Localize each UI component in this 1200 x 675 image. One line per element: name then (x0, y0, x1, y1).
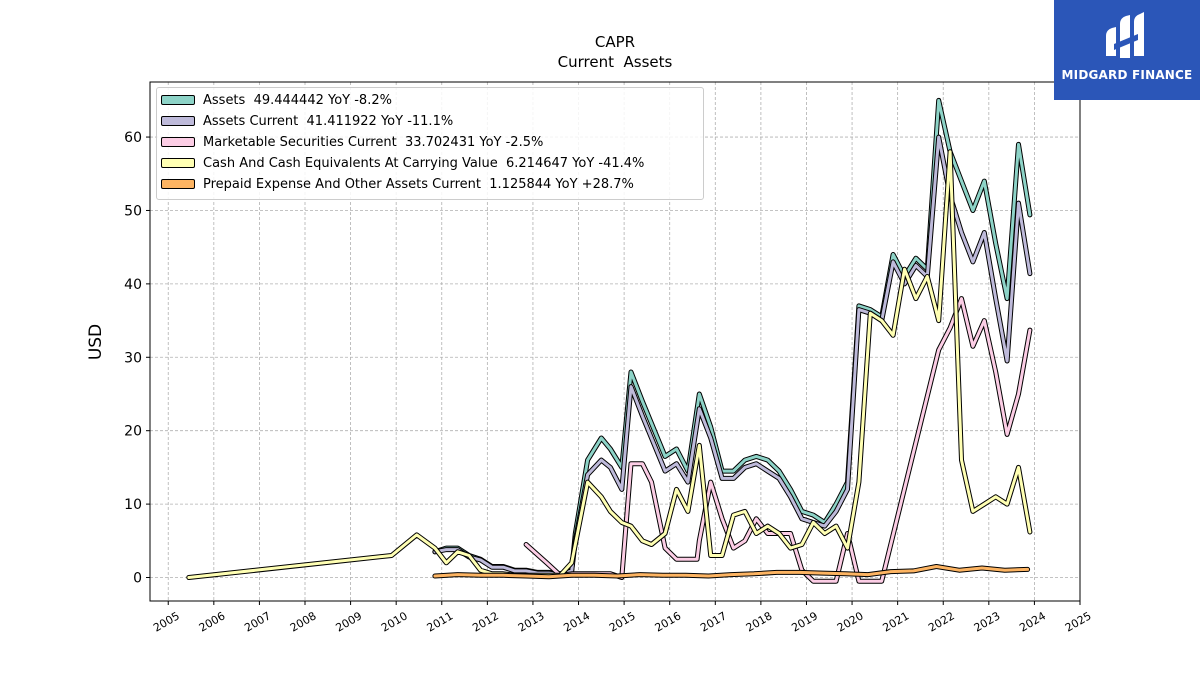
series-outline (432, 134, 1033, 578)
legend-item-prepaid: Prepaid Expense And Other Assets Current… (161, 175, 634, 193)
chart-legend: Assets 49.444442 YoY -8.2% Assets Curren… (156, 87, 704, 200)
x-tick-label: 2010 (379, 609, 410, 634)
x-tick-label: 2021 (881, 609, 912, 634)
chart-subtitle: Current Assets (558, 53, 673, 71)
legend-label: Assets Current 41.411922 YoY -11.1% (203, 113, 454, 129)
x-tick-label: 2011 (425, 609, 456, 634)
plot-frame (149, 81, 1081, 602)
legend-item-assets: Assets 49.444442 YoY -8.2% (161, 91, 392, 109)
x-tick-label: 2007 (242, 609, 273, 634)
y-tick-label: 60 (124, 130, 142, 146)
legend-swatch (161, 137, 195, 147)
x-tick-label: 2019 (789, 609, 820, 634)
x-tick-label: 2024 (1017, 609, 1048, 634)
x-tick-label: 2008 (288, 609, 319, 634)
y-tick-label: 50 (124, 203, 142, 219)
brand-name: MIDGARD FINANCE (1061, 68, 1193, 82)
legend-item-cash: Cash And Cash Equivalents At Carrying Va… (161, 154, 644, 172)
x-tick-label: 2013 (516, 609, 547, 634)
chart-title: CAPR (595, 33, 635, 51)
series-outline (186, 149, 1033, 580)
x-tick-label: 2025 (1063, 609, 1094, 634)
legend-item-assets-current: Assets Current 41.411922 YoY -11.1% (161, 112, 453, 130)
x-tick-label: 2023 (972, 609, 1003, 634)
y-tick-label: 10 (124, 497, 142, 513)
brand-logo: MIDGARD FINANCE (1054, 0, 1200, 100)
y-tick-label: 30 (124, 350, 142, 366)
legend-label: Prepaid Expense And Other Assets Current… (203, 176, 634, 192)
legend-label: Marketable Securities Current 33.702431 … (203, 134, 544, 150)
x-tick-label: 2006 (197, 609, 228, 634)
legend-label: Cash And Cash Equivalents At Carrying Va… (203, 155, 645, 171)
series-line-4 (432, 564, 1031, 580)
legend-swatch (161, 179, 195, 189)
x-tick-label: 2022 (926, 609, 957, 634)
x-tick-label: 2012 (470, 609, 501, 634)
x-tick-label: 2017 (698, 609, 729, 634)
series-stroke (433, 565, 1030, 579)
x-tick-label: 2018 (744, 609, 775, 634)
legend-label: Assets 49.444442 YoY -8.2% (203, 92, 392, 108)
y-tick-label: 20 (124, 424, 142, 440)
brand-logo-icon (1106, 12, 1144, 58)
legend-swatch (161, 158, 195, 168)
legend-item-marketable-securities: Marketable Securities Current 33.702431 … (161, 133, 543, 151)
y-tick-label: 40 (124, 277, 142, 293)
x-tick-label: 2020 (835, 609, 866, 634)
legend-swatch (161, 116, 195, 126)
x-tick-label: 2014 (561, 609, 592, 634)
y-tick-label: 0 (133, 571, 142, 587)
x-tick-label: 2005 (151, 609, 182, 634)
x-tick-label: 2016 (653, 609, 684, 634)
series-stroke (433, 135, 1032, 577)
legend-swatch (161, 95, 195, 105)
x-tick-label: 2015 (607, 609, 638, 634)
series-lines (186, 97, 1033, 584)
series-line-1 (432, 134, 1033, 578)
series-line-3 (186, 149, 1033, 580)
y-axis-label: USD (86, 324, 106, 360)
x-tick-label: 2009 (333, 609, 364, 634)
